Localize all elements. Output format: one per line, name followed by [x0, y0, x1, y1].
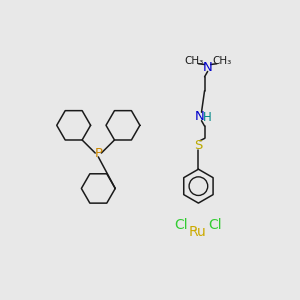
Text: Cl: Cl [174, 218, 188, 233]
Text: N: N [195, 110, 205, 123]
Text: Ru: Ru [189, 225, 206, 239]
Text: H: H [202, 111, 211, 124]
Text: S: S [194, 139, 202, 152]
Text: P: P [94, 146, 102, 160]
Text: Cl: Cl [208, 218, 221, 233]
Text: CH₃: CH₃ [212, 56, 231, 66]
Text: CH₃: CH₃ [184, 56, 203, 66]
Text: N: N [203, 61, 212, 74]
